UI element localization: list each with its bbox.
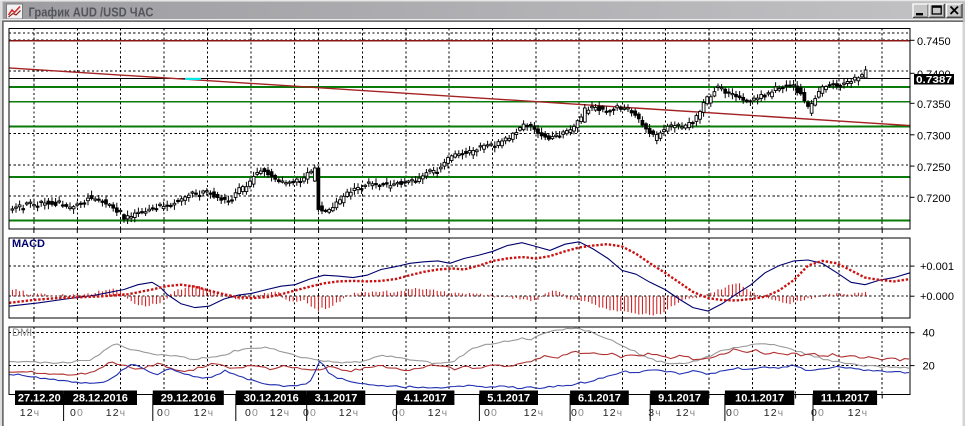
svg-text:0.7250: 0.7250 bbox=[917, 162, 951, 174]
svg-text:30.12.2016: 30.12.2016 bbox=[244, 393, 299, 405]
svg-text:12ч: 12ч bbox=[428, 407, 448, 419]
svg-text:0.7350: 0.7350 bbox=[917, 99, 951, 111]
svg-text:00: 00 bbox=[726, 407, 740, 419]
svg-text:12ч: 12ч bbox=[339, 407, 359, 419]
svg-text:12ч: 12ч bbox=[848, 407, 868, 419]
svg-text:00: 00 bbox=[571, 407, 585, 419]
svg-text:00: 00 bbox=[157, 407, 171, 419]
svg-text:00: 00 bbox=[484, 407, 498, 419]
svg-text:12ч: 12ч bbox=[194, 407, 214, 419]
svg-text:12ч: 12ч bbox=[676, 407, 696, 419]
svg-text:12ч: 12ч bbox=[20, 407, 40, 419]
svg-text:0.7450: 0.7450 bbox=[917, 36, 951, 48]
svg-text:12ч: 12ч bbox=[270, 407, 290, 419]
svg-text:3.1.2017: 3.1.2017 bbox=[315, 393, 358, 405]
svg-text:29.12.2016: 29.12.2016 bbox=[161, 393, 216, 405]
svg-text:3ч: 3ч bbox=[648, 407, 662, 419]
svg-text:График AUD /USD ЧАС: График AUD /USD ЧАС bbox=[29, 5, 155, 20]
svg-text:0.7200: 0.7200 bbox=[917, 193, 951, 205]
svg-text:10.1.2017: 10.1.2017 bbox=[735, 393, 784, 405]
svg-text:0.7387: 0.7387 bbox=[916, 74, 952, 86]
svg-text:27.12.20: 27.12.20 bbox=[18, 393, 61, 405]
svg-text:12ч: 12ч bbox=[764, 407, 784, 419]
svg-text:00: 00 bbox=[303, 407, 317, 419]
svg-text:+0.001: +0.001 bbox=[920, 261, 954, 273]
svg-text:5.1.2017: 5.1.2017 bbox=[487, 393, 530, 405]
svg-text:0.7300: 0.7300 bbox=[917, 131, 951, 143]
svg-text:00: 00 bbox=[811, 407, 825, 419]
svg-text:28.12.2016: 28.12.2016 bbox=[73, 393, 128, 405]
svg-text:00: 00 bbox=[70, 407, 84, 419]
svg-text:00: 00 bbox=[245, 407, 259, 419]
svg-text:12ч: 12ч bbox=[106, 407, 126, 419]
svg-text:20: 20 bbox=[923, 361, 935, 373]
svg-text:40: 40 bbox=[923, 328, 935, 340]
svg-text:00: 00 bbox=[392, 407, 406, 419]
svg-text:+0.000: +0.000 bbox=[920, 291, 954, 303]
svg-text:4.1.2017: 4.1.2017 bbox=[404, 393, 447, 405]
svg-text:12ч: 12ч bbox=[524, 407, 544, 419]
svg-text:11.1.2017: 11.1.2017 bbox=[821, 393, 869, 405]
svg-text:6.1.2017: 6.1.2017 bbox=[578, 393, 621, 405]
svg-text:9.1.2017: 9.1.2017 bbox=[658, 393, 701, 405]
svg-text:MACD: MACD bbox=[12, 238, 45, 250]
svg-text:12ч: 12ч bbox=[603, 407, 623, 419]
svg-text:DMI: DMI bbox=[12, 327, 32, 339]
